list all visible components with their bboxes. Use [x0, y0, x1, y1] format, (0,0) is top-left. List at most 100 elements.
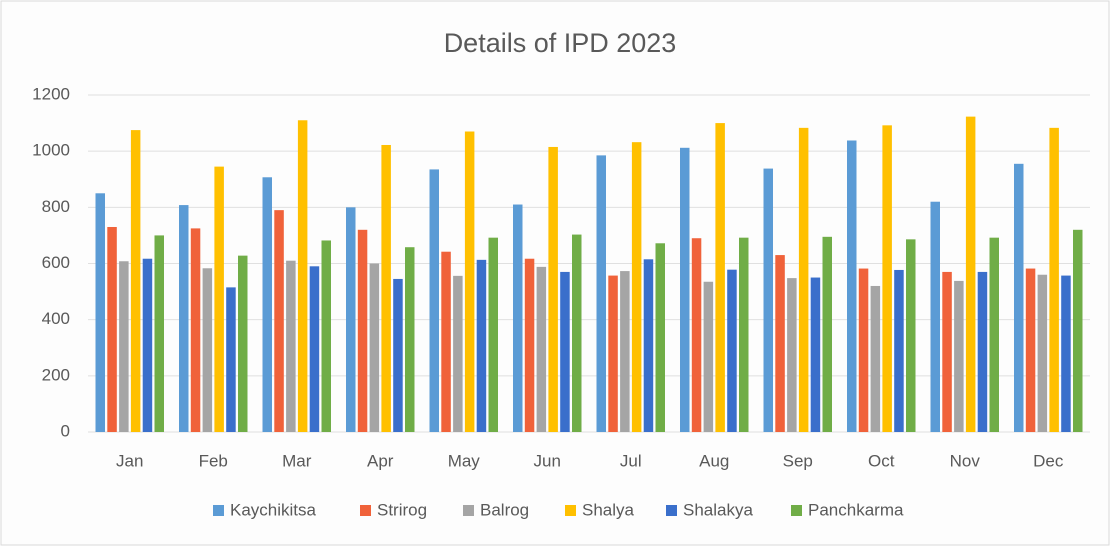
bar [513, 204, 523, 432]
legend-swatch [666, 505, 677, 516]
bar [870, 285, 881, 432]
bar [620, 271, 630, 432]
bar [453, 275, 463, 432]
y-tick-label: 400 [42, 309, 70, 328]
bar [942, 271, 952, 432]
legend-swatch [565, 505, 576, 516]
bar [727, 269, 737, 432]
chart-title: Details of IPD 2023 [444, 28, 677, 58]
x-tick-label: Feb [199, 451, 228, 470]
x-tick-label: Dec [1033, 451, 1064, 470]
bar [464, 131, 475, 432]
bar [810, 277, 821, 432]
legend-label: Balrog [480, 500, 529, 519]
x-tick-label: Aug [699, 451, 729, 470]
bar [763, 168, 773, 432]
bar [608, 275, 618, 432]
y-tick-label: 200 [42, 365, 70, 384]
bar [226, 287, 236, 432]
bar [357, 229, 368, 432]
bar [1014, 163, 1024, 432]
bar [142, 258, 153, 432]
bar [1073, 229, 1083, 432]
bar [631, 142, 642, 432]
bar [643, 259, 654, 432]
bar [346, 207, 356, 432]
bar [130, 130, 141, 432]
legend-swatch [791, 505, 802, 516]
x-tick-label: Mar [282, 451, 312, 470]
legend-swatch [213, 505, 224, 516]
bar [286, 260, 296, 432]
bar [847, 140, 857, 432]
bar [977, 271, 988, 432]
y-tick-label: 800 [42, 197, 70, 216]
legend-label: Kaychikitsa [230, 500, 317, 519]
bar [369, 263, 380, 432]
x-tick-label: Jul [620, 451, 642, 470]
bar [715, 123, 725, 432]
bar [321, 240, 331, 432]
legend-label: Shalakya [683, 500, 753, 519]
bar [476, 259, 487, 432]
bar [894, 269, 904, 432]
bar [954, 280, 964, 432]
x-tick-label: Jan [116, 451, 143, 470]
bar [906, 239, 916, 432]
bar [989, 237, 999, 432]
bar [822, 236, 832, 432]
y-tick-label: 1200 [32, 84, 70, 103]
bar [309, 266, 320, 432]
bar [202, 268, 213, 432]
bar [703, 281, 714, 432]
bar [262, 177, 272, 432]
bar [739, 237, 749, 432]
legend-label: Strirog [377, 500, 427, 519]
bar [119, 261, 129, 432]
bar [572, 234, 582, 432]
bar [107, 226, 117, 432]
bar [560, 271, 570, 432]
bar [680, 147, 690, 432]
bar [190, 228, 201, 432]
x-tick-label: May [448, 451, 481, 470]
bar [1061, 275, 1071, 432]
bar [965, 116, 976, 432]
bar [1049, 127, 1059, 433]
x-tick-label: Oct [868, 451, 895, 470]
legend-label: Panchkarma [808, 500, 904, 519]
bar [429, 169, 439, 432]
legend-swatch [360, 505, 371, 516]
bar [787, 278, 797, 432]
bar [691, 238, 702, 432]
bar [1037, 274, 1048, 432]
x-tick-label: Nov [950, 451, 981, 470]
bar [274, 210, 284, 432]
legend-label: Shalya [582, 500, 635, 519]
bar [798, 127, 809, 433]
bar [858, 268, 869, 432]
bar [214, 166, 224, 433]
y-tick-label: 0 [61, 421, 70, 440]
bar [441, 251, 451, 432]
bar [1025, 268, 1036, 432]
x-tick-label: Apr [367, 451, 394, 470]
bar [882, 125, 892, 432]
bar [548, 146, 558, 432]
bar [930, 201, 940, 432]
bar [596, 155, 606, 433]
bar [405, 247, 415, 432]
bar [536, 266, 547, 432]
bar [238, 255, 248, 432]
bar [488, 237, 498, 432]
bar [154, 235, 164, 432]
bar [179, 205, 189, 432]
bar [381, 144, 391, 432]
x-tick-label: Jun [534, 451, 561, 470]
x-tick-label: Sep [783, 451, 813, 470]
bar [393, 278, 403, 432]
y-tick-label: 1000 [32, 141, 70, 160]
bar [297, 120, 308, 433]
legend-swatch [463, 505, 474, 516]
